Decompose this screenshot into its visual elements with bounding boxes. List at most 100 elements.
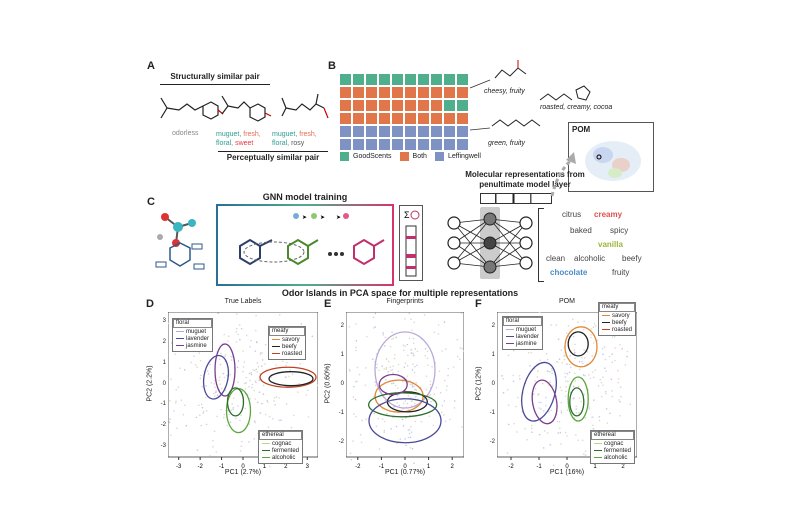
x-tick-label: 1: [427, 464, 431, 469]
data-point: [410, 348, 413, 351]
data-point: [391, 338, 393, 340]
data-point: [224, 354, 227, 356]
data-point: [288, 375, 290, 378]
data-point: [236, 327, 238, 330]
data-point: [537, 394, 539, 396]
data-point: [429, 393, 432, 396]
data-point: [378, 448, 381, 450]
data-point: [539, 359, 542, 361]
data-point: [285, 403, 288, 405]
data-point: [578, 397, 581, 399]
data-point: [355, 340, 358, 342]
data-point: [540, 408, 543, 410]
data-point: [262, 393, 265, 396]
data-point: [216, 415, 218, 418]
plot-label: D: [146, 298, 154, 310]
data-point: [425, 375, 428, 377]
data-point: [602, 384, 604, 387]
data-point: [426, 350, 429, 353]
dataset-cell: [392, 74, 403, 85]
data-point: [517, 396, 519, 399]
odor-word-clean: clean: [546, 254, 566, 263]
data-point: [256, 362, 259, 364]
data-point: [413, 402, 416, 405]
legend-item: alcoholic: [262, 455, 299, 462]
data-point: [565, 380, 567, 382]
data-point: [534, 387, 537, 390]
data-point: [215, 391, 217, 394]
legend-title: floral: [503, 317, 543, 326]
data-point: [364, 384, 367, 387]
data-point: [584, 374, 586, 377]
data-point: [591, 424, 594, 427]
data-point: [209, 363, 211, 366]
dataset-cell: [405, 74, 416, 85]
data-point: [603, 346, 606, 348]
data-point: [408, 432, 411, 435]
odor-word-beefy: beefy: [622, 254, 642, 263]
data-point: [275, 396, 278, 398]
legend-leffingwell: Leffingwell: [434, 152, 481, 161]
data-point: [439, 391, 442, 394]
data-point: [626, 350, 629, 353]
data-point: [605, 370, 607, 372]
dataset-cell: [444, 113, 455, 124]
data-point: [268, 415, 271, 418]
data-point: [443, 400, 446, 402]
data-point: [624, 364, 627, 366]
data-point: [529, 365, 531, 367]
data-point: [194, 364, 197, 366]
odor-word-citrus: citrus: [562, 210, 582, 219]
data-point: [401, 380, 404, 383]
data-point: [389, 366, 392, 368]
data-point: [170, 378, 172, 381]
data-point: [355, 323, 357, 325]
data-point: [386, 412, 388, 415]
data-point: [372, 358, 374, 361]
data-point: [383, 431, 385, 433]
data-point: [626, 355, 628, 358]
data-point: [198, 404, 200, 407]
data-point: [317, 384, 318, 387]
structural-underline: [160, 84, 270, 85]
data-point: [551, 367, 553, 370]
gnn-training-box: ➤ ➤ ➤: [216, 204, 394, 286]
data-point: [374, 381, 377, 383]
data-point: [423, 314, 426, 316]
data-point: [411, 383, 413, 385]
data-point: [180, 399, 183, 401]
data-point: [229, 373, 231, 376]
data-point: [300, 323, 303, 325]
data-point: [406, 375, 409, 377]
data-point: [374, 312, 377, 315]
data-point: [566, 363, 568, 365]
y-tick-label: 0: [162, 380, 166, 387]
data-point: [286, 361, 288, 364]
data-point: [441, 404, 444, 407]
data-point: [545, 396, 547, 399]
pom-inset-scatter: [585, 141, 641, 181]
data-point: [597, 385, 600, 387]
data-point: [590, 336, 592, 339]
odorless-text: odorless: [172, 130, 199, 137]
data-point: [564, 372, 566, 374]
molecule-3-descriptors: muguet, fresh, floral, rosy: [272, 130, 332, 148]
data-point: [348, 368, 351, 371]
data-point: [259, 351, 262, 354]
data-point: [408, 312, 411, 315]
svg-text:➤: ➤: [302, 215, 307, 221]
data-point: [519, 378, 521, 380]
data-point: [411, 369, 414, 371]
data-point: [239, 419, 241, 422]
data-point: [273, 400, 275, 402]
data-point: [409, 436, 412, 439]
data-point: [572, 398, 575, 400]
data-point: [412, 363, 414, 365]
y-tick-label: 2: [491, 322, 495, 329]
odor-island-contour: [567, 331, 589, 357]
data-point: [350, 458, 353, 461]
data-point: [414, 388, 416, 391]
data-point: [173, 410, 175, 412]
data-point: [240, 414, 242, 417]
y-tick-label: 3: [162, 318, 166, 325]
